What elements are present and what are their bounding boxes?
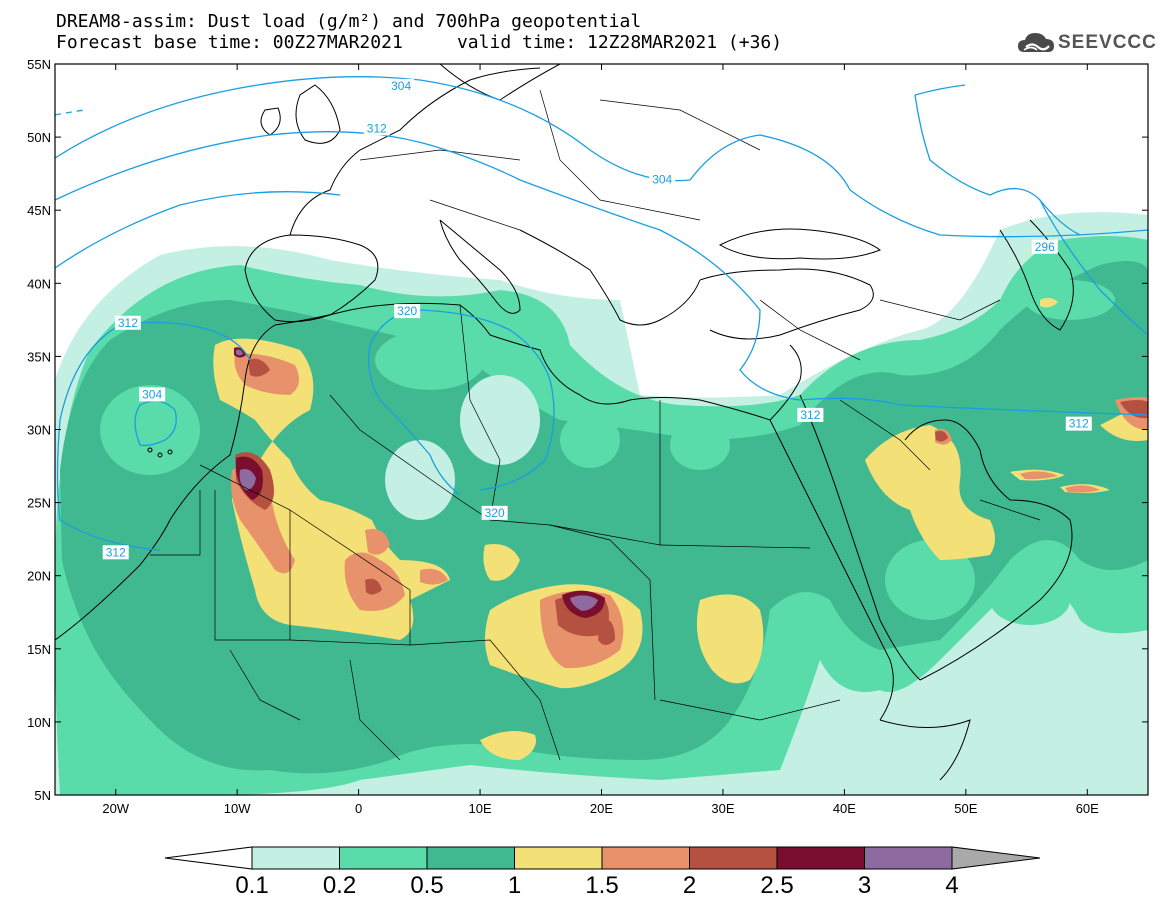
- colorbar-box: [864, 846, 953, 870]
- axis-ticks: [55, 63, 1148, 796]
- colorbar-label: 1: [508, 872, 521, 899]
- logo-text: SEEVCCC: [1058, 32, 1157, 53]
- lon-tick-label: 10E: [468, 801, 491, 816]
- colorbar-over-arrow: [951, 846, 1041, 870]
- seevccc-logo: SEEVCCC: [1018, 28, 1158, 58]
- contour-label-bg: [1031, 239, 1058, 254]
- contour-label: 312: [367, 121, 387, 135]
- colorbar-box: [514, 846, 603, 870]
- colorbar-box: [601, 846, 690, 870]
- colorbar-label: 2.5: [760, 872, 793, 899]
- lat-tick-label: 40N: [27, 276, 51, 291]
- coastlines: [55, 64, 1074, 781]
- lat-tick-label: 50N: [27, 130, 51, 145]
- contour-labels: 304 312 304 296 320 312 304 312 312 320 312: [102, 78, 1092, 560]
- contour-label: 304: [652, 172, 672, 186]
- contour-label: 304: [142, 387, 162, 401]
- country-borders: [150, 89, 1041, 761]
- contour-label: 296: [1035, 240, 1055, 254]
- contour-label-bg: [102, 545, 129, 560]
- contour-label-bg: [481, 505, 508, 520]
- colorbar-label: 2: [683, 872, 696, 899]
- colorbar-box: [339, 846, 428, 870]
- contour-label-bg: [394, 304, 421, 319]
- axis-tick-labels: 20W 10W 0 10E 20E 30E 40E 50E 60E 5N 10N 15N 20N 25N 3…: [27, 57, 1099, 816]
- lat-tick-label: 5N: [34, 788, 51, 803]
- contour-label: 304: [391, 79, 411, 93]
- contour-label-bg: [388, 78, 415, 93]
- colorbar-box: [776, 846, 865, 870]
- dust-level-0.5: [60, 261, 1148, 774]
- lat-tick-label: 45N: [27, 203, 51, 218]
- lat-tick-label: 20N: [27, 569, 51, 584]
- colorbar-label: 0.5: [410, 872, 443, 899]
- dust-level-3: [236, 349, 598, 611]
- dust-load-shading: [55, 212, 1148, 795]
- lat-tick-label: 25N: [27, 496, 51, 511]
- colorbar-label: 4: [945, 872, 958, 899]
- map-title: DREAM8-assim: Dust load (g/m²) and 700hP…: [56, 11, 642, 32]
- contour-label-bg: [797, 407, 824, 422]
- colorbar-label: 0.1: [235, 872, 268, 899]
- lon-tick-label: 30E: [711, 801, 734, 816]
- lon-tick-label: 60E: [1076, 801, 1099, 816]
- contour-label: 312: [118, 316, 138, 330]
- contour-label: 312: [800, 408, 820, 422]
- lon-tick-label: 10W: [224, 801, 251, 816]
- contour-label-bg: [1065, 416, 1092, 431]
- colorbar-label: 1.5: [585, 872, 618, 899]
- lon-tick-label: 50E: [954, 801, 977, 816]
- lon-tick-label: 20W: [102, 801, 129, 816]
- lon-tick-label: 0: [355, 801, 362, 816]
- lat-tick-label: 30N: [27, 423, 51, 438]
- contour-label-bg: [139, 387, 166, 402]
- contour-label-bg: [114, 315, 141, 330]
- lat-tick-label: 15N: [27, 642, 51, 657]
- contour-label: 320: [397, 304, 417, 318]
- contour-label-bg: [363, 121, 390, 136]
- contour-label: 312: [106, 545, 126, 559]
- lat-tick-label: 35N: [27, 349, 51, 364]
- colorbar-box: [689, 846, 778, 870]
- contour-label: 312: [1069, 417, 1089, 431]
- colorbar-under-arrow: [164, 846, 253, 870]
- colorbar-box: [426, 846, 515, 870]
- contour-label: 320: [485, 506, 505, 520]
- cloud-icon: [1018, 33, 1054, 52]
- lat-tick-label: 10N: [27, 715, 51, 730]
- lon-tick-label: 20E: [590, 801, 613, 816]
- lat-tick-label: 55N: [27, 57, 51, 72]
- colorbar-box: [251, 846, 340, 870]
- colorbar-label: 0.2: [323, 872, 356, 899]
- colorbar-label: 3: [858, 872, 871, 899]
- forecast-time-subtitle: Forecast base time: 00Z27MAR2021 valid t…: [56, 32, 783, 53]
- lon-tick-label: 40E: [833, 801, 856, 816]
- contour-label-bg: [649, 172, 676, 187]
